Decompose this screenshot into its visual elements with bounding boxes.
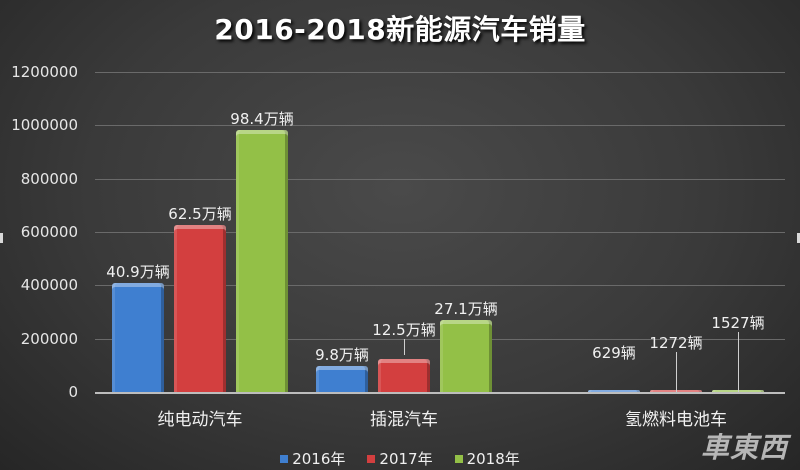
- category-label: 纯电动汽车: [157, 410, 243, 430]
- y-tick-label: 200000: [20, 329, 78, 348]
- legend-item: 2016年: [280, 448, 345, 469]
- y-tick-label: 0: [68, 383, 78, 401]
- data-label: 1527辆: [711, 314, 765, 332]
- gridline: [95, 178, 785, 180]
- legend-swatch-icon: [280, 454, 289, 463]
- category-label: 氢燃料电池车: [625, 410, 727, 430]
- bar-2016年: [112, 282, 164, 392]
- data-label: 62.5万辆: [168, 205, 232, 224]
- legend-label: 2017年: [379, 450, 433, 468]
- data-label: 629辆: [592, 344, 636, 362]
- right-edge-handle: [797, 233, 800, 243]
- y-tick-label: 800000: [20, 169, 78, 188]
- gridline: [95, 232, 785, 233]
- gridline: [95, 72, 785, 73]
- watermark-logo: 車東西: [700, 431, 788, 464]
- y-tick-label: 400000: [20, 276, 78, 295]
- bar-2018年: [236, 129, 288, 392]
- legend: 2016年 2017年 2018年: [0, 448, 800, 469]
- bar-2018年: [440, 319, 492, 392]
- data-label: 9.8万辆: [315, 345, 369, 364]
- bar-2016年: [316, 365, 368, 392]
- bar-2016年: [588, 390, 640, 392]
- gridline: [95, 285, 785, 287]
- left-edge-handle: [0, 233, 3, 243]
- data-label: 12.5万辆: [372, 320, 436, 339]
- legend-item: 2018年: [454, 448, 520, 469]
- leader-line: [404, 338, 405, 355]
- x-axis-line: [95, 392, 785, 394]
- gridline: [95, 125, 785, 127]
- y-tick-label: 600000: [20, 223, 78, 241]
- data-label: 27.1万辆: [434, 299, 498, 318]
- leader-line: [676, 352, 677, 392]
- legend-item: 2017年: [367, 448, 433, 469]
- data-label: 1272辆: [649, 334, 703, 352]
- data-label: 40.9万辆: [106, 262, 170, 281]
- legend-swatch-icon: [454, 454, 463, 463]
- chart-title: 2016-2018新能源汽车销量: [214, 13, 586, 46]
- bar-2017年: [174, 225, 226, 392]
- y-tick-label: 1200000: [11, 63, 78, 81]
- legend-swatch-icon: [367, 454, 376, 463]
- bar-2017年: [378, 358, 430, 392]
- y-tick-label: 1000000: [11, 116, 78, 135]
- leader-line: [738, 332, 739, 392]
- category-label: 插混汽车: [370, 410, 438, 430]
- plot-area: 40.9万辆 62.5万辆 98.4万辆 9.8万辆 12.5万辆 27.1万辆 629辆 1…: [95, 72, 785, 394]
- legend-label: 2018年: [466, 450, 520, 468]
- legend-label: 2016年: [292, 450, 346, 468]
- data-label: 98.4万辆: [230, 109, 294, 128]
